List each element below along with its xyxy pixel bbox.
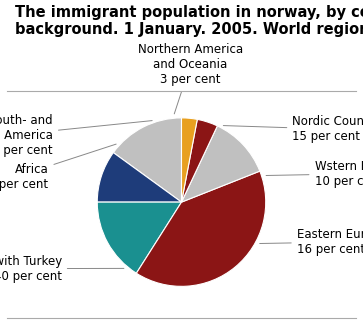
Text: Eastern Europe
16 per cent: Eastern Europe 16 per cent <box>260 228 363 256</box>
Text: Nordic Countries
15 per cent: Nordic Countries 15 per cent <box>223 115 363 143</box>
Wedge shape <box>97 202 182 273</box>
Wedge shape <box>97 153 182 202</box>
Wedge shape <box>113 118 182 202</box>
Text: The immigrant population in norway, by country
background. 1 January. 2005. Worl: The immigrant population in norway, by c… <box>15 5 363 37</box>
Text: Wstern Europe
10 per cent: Wstern Europe 10 per cent <box>266 160 363 188</box>
Wedge shape <box>182 119 217 202</box>
Text: Asia with Turkey
40 per cent: Asia with Turkey 40 per cent <box>0 255 124 283</box>
Text: Africa
12 per cent: Africa 12 per cent <box>0 144 116 191</box>
Text: South- and
Central America
4 per cent: South- and Central America 4 per cent <box>0 114 152 157</box>
Wedge shape <box>182 118 197 202</box>
Wedge shape <box>182 126 260 202</box>
Text: Northern America
and Oceania
3 per cent: Northern America and Oceania 3 per cent <box>138 43 243 114</box>
Wedge shape <box>136 171 266 286</box>
